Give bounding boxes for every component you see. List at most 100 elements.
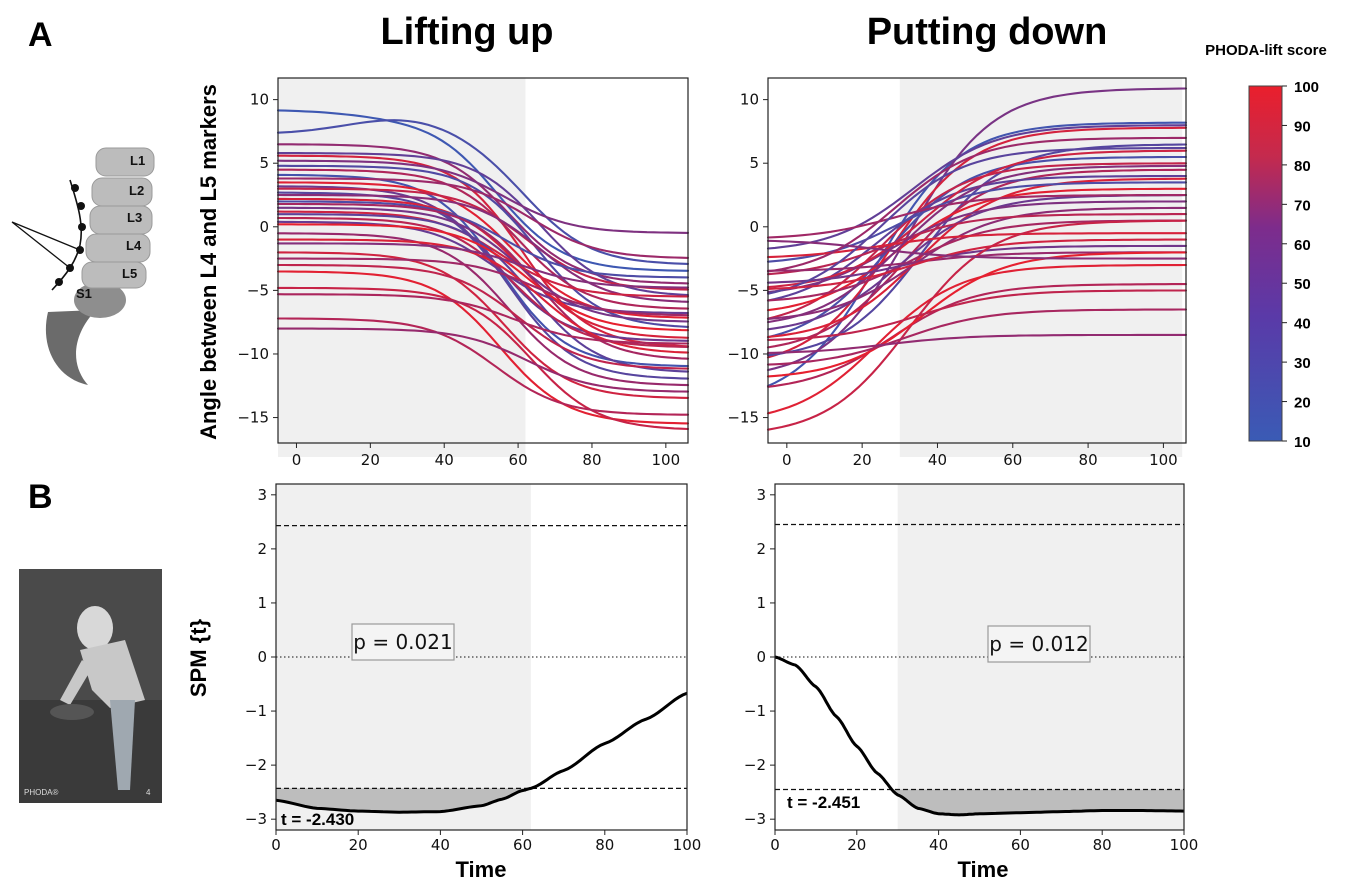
angle-series-line [276, 223, 690, 332]
y-tick-label: 0 [259, 218, 269, 236]
angle-series-line [276, 327, 690, 393]
spine-label-l1: L1 [130, 153, 145, 168]
spine-label-l3: L3 [127, 210, 142, 225]
angle-series-line [276, 177, 690, 259]
spm-curve [774, 655, 1185, 817]
x-tick-label: 60 [509, 451, 528, 469]
x-tick-label: 20 [349, 836, 368, 854]
spine-label-s1: S1 [76, 286, 92, 301]
angle-series-line [766, 149, 1188, 289]
chart-putting-down-spm: 0 20 40 60 80 100 −3 −2 −1 0 1 2 3 p = 0.012 t = -2.45… [744, 483, 1199, 854]
angle-series-line [276, 200, 690, 279]
angle-series-line [766, 164, 1188, 324]
x-tick-label: 80 [1079, 451, 1098, 469]
angle-series-line [766, 177, 1188, 339]
angle-series-line [766, 162, 1188, 320]
chart-lifting-up-spm: 0 20 40 60 80 100 −3 −2 −1 0 1 2 3 p = 0.021 t = -2.43… [245, 483, 702, 854]
y-tick-label: −3 [744, 810, 766, 828]
plot-frame [277, 77, 689, 444]
angle-series-line [276, 238, 690, 354]
y-tick-label: −3 [245, 810, 267, 828]
sacrum-shape [45, 310, 96, 385]
y-tick-label: −15 [237, 409, 269, 427]
colorbar-tick-label: 70 [1294, 197, 1311, 214]
angle-series [276, 109, 690, 431]
y-tick-label: −10 [727, 345, 759, 363]
y-tick-label: 5 [749, 154, 759, 172]
angle-series-line [276, 317, 690, 416]
supra-threshold-area [893, 789, 1184, 815]
photo-number: 4 [146, 788, 151, 797]
angle-series-line [276, 213, 690, 373]
angle-series-line [276, 185, 690, 342]
panel-letter-b: B [28, 478, 53, 516]
x-tick-label: 20 [847, 836, 866, 854]
p-value-label: p = 0.012 [989, 632, 1088, 656]
angle-series-line [276, 242, 690, 289]
angle-series-line [766, 193, 1188, 239]
x-tick-label: 100 [673, 836, 702, 854]
y-tick-label: 5 [259, 154, 269, 172]
x-tick-label: 100 [652, 451, 681, 469]
spm-curve [275, 691, 688, 814]
angle-series-line [766, 244, 1188, 284]
spine-label-l4: L4 [126, 238, 142, 253]
angle-series-line [766, 200, 1188, 294]
chart-putting-down-angles: 0 20 40 60 80 100 −15 −10 −5 0 5 10 [727, 77, 1188, 469]
colorbar-tick-label: 20 [1294, 395, 1311, 412]
spine-label-l2: L2 [129, 183, 144, 198]
y-tick-label: 1 [257, 594, 267, 612]
angle-series-line [766, 308, 1188, 366]
y-tick-label: −10 [237, 345, 269, 363]
x-tick-label: 80 [582, 451, 601, 469]
y-tick-label: −15 [727, 409, 759, 427]
y-tick-label: −5 [737, 281, 759, 299]
colorbar-tick-label: 90 [1294, 118, 1311, 135]
angle-series-line [766, 232, 1188, 259]
angle-series-line [276, 187, 690, 291]
angle-series-line [766, 146, 1188, 295]
x-tick-label: 60 [513, 836, 532, 854]
x-tick-label: 40 [928, 451, 947, 469]
x-tick-label: 60 [1003, 451, 1022, 469]
pot [50, 704, 94, 720]
p-value-box: p = 0.012 [987, 625, 1091, 663]
angle-series-line [276, 286, 690, 431]
x-tick-label: 100 [1149, 451, 1178, 469]
p-value-box: p = 0.021 [351, 623, 455, 661]
y-tick-label: 3 [257, 486, 267, 504]
angle-series-line [276, 143, 690, 285]
ylabel-spm: SPM {t} [186, 618, 211, 697]
x-tick-label: 80 [595, 836, 614, 854]
y-tick-label: 0 [756, 648, 766, 666]
xlabel-time-left: Time [456, 857, 507, 880]
angle-series-line [276, 109, 690, 272]
person-arm [60, 660, 92, 705]
vertebra-l5 [81, 261, 147, 289]
angle-series-line [276, 159, 690, 234]
ylabel-angle: Angle between L4 and L5 markers [196, 84, 221, 440]
x-tick-label: 80 [1093, 836, 1112, 854]
x-tick-label: 100 [1170, 836, 1199, 854]
angle-series-line [276, 293, 690, 345]
t-threshold-label: t = -2.430 [281, 810, 354, 829]
y-tick-label: −1 [744, 702, 766, 720]
angle-series-line [766, 251, 1188, 378]
angle-series-line [276, 270, 690, 425]
y-tick-label: 3 [756, 486, 766, 504]
angle-series-line [766, 238, 1188, 290]
phoda-photo: PHODA® 4 [19, 569, 162, 803]
y-tick-label: 2 [257, 540, 267, 558]
angle-series-line [766, 239, 1188, 260]
x-tick-label: 40 [435, 451, 454, 469]
angle-series-line [276, 119, 690, 265]
pelvis-shape [74, 282, 126, 318]
y-tick-label: 10 [250, 91, 269, 109]
x-tick-label: 0 [782, 451, 792, 469]
angle-series-line [276, 168, 690, 310]
colorbar-tick-label: 10 [1294, 434, 1311, 451]
angle-series-line [276, 202, 690, 360]
colorbar-tick-label: 50 [1294, 276, 1311, 293]
y-tick-label: 2 [756, 540, 766, 558]
angle-series-line [766, 219, 1188, 431]
